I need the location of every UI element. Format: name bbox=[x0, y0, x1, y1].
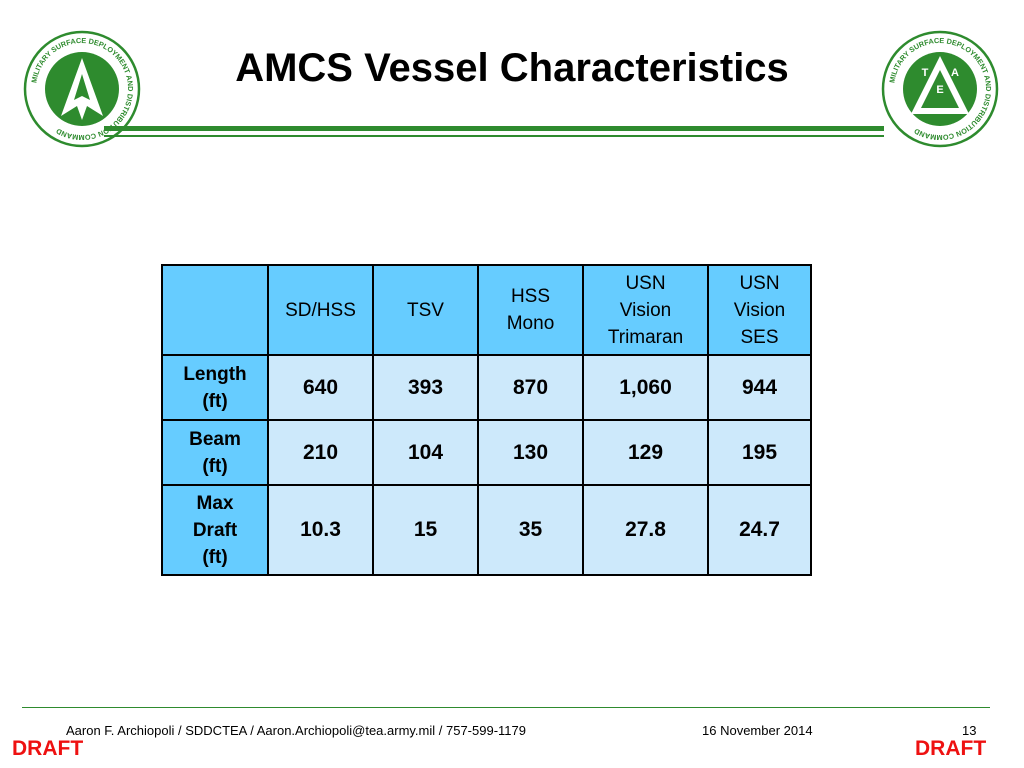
sddc-logo: MILITARY SURFACE DEPLOYMENT AND DISTRIBU… bbox=[23, 30, 141, 148]
vessel-characteristics-table: SD/HSS TSV HSS Mono USN Vision Trimaran USN… bbox=[161, 264, 812, 576]
table-cell: 10.3 bbox=[267, 484, 374, 576]
row-label: Length (ft) bbox=[161, 354, 269, 421]
slide-title: AMCS Vessel Characteristics bbox=[235, 46, 789, 90]
table-row: Length (ft) 640 393 870 1,060 944 bbox=[161, 354, 812, 421]
table-cell: 27.8 bbox=[582, 484, 709, 576]
table-cell: 24.7 bbox=[707, 484, 812, 576]
table-row: Beam (ft) 210 104 130 129 195 bbox=[161, 419, 812, 486]
table-header-row: SD/HSS TSV HSS Mono USN Vision Trimaran USN… bbox=[161, 264, 812, 356]
title-divider bbox=[104, 126, 884, 131]
footer-divider bbox=[22, 707, 990, 708]
tea-emblem-icon: MILITARY SURFACE DEPLOYMENT AND DISTRIBU… bbox=[881, 30, 999, 148]
svg-text:E: E bbox=[936, 84, 943, 96]
column-header: SD/HSS bbox=[267, 264, 374, 356]
table-cell: 130 bbox=[477, 419, 584, 486]
table-cell: 129 bbox=[582, 419, 709, 486]
table-cell: 1,060 bbox=[582, 354, 709, 421]
table-row: Max Draft (ft) 10.3 15 35 27.8 24.7 bbox=[161, 484, 812, 576]
table-cell: 393 bbox=[372, 354, 479, 421]
column-header: USN Vision Trimaran bbox=[582, 264, 709, 356]
table-cell: 15 bbox=[372, 484, 479, 576]
draft-label-left: DRAFT bbox=[12, 737, 84, 760]
table-cell: 35 bbox=[477, 484, 584, 576]
column-header: TSV bbox=[372, 264, 479, 356]
row-label: Beam (ft) bbox=[161, 419, 269, 486]
column-header: USN Vision SES bbox=[707, 264, 812, 356]
svg-text:A: A bbox=[951, 67, 959, 79]
sddc-emblem-icon: MILITARY SURFACE DEPLOYMENT AND DISTRIBU… bbox=[23, 30, 141, 148]
table-cell: 944 bbox=[707, 354, 812, 421]
row-label: Max Draft (ft) bbox=[161, 484, 269, 576]
title-divider-thin bbox=[104, 135, 884, 137]
table-cell: 195 bbox=[707, 419, 812, 486]
table-corner-cell bbox=[161, 264, 269, 356]
table-cell: 870 bbox=[477, 354, 584, 421]
svg-text:T: T bbox=[922, 67, 929, 79]
table-cell: 104 bbox=[372, 419, 479, 486]
table-cell: 640 bbox=[267, 354, 374, 421]
table-cell: 210 bbox=[267, 419, 374, 486]
page-number: 13 bbox=[962, 723, 977, 738]
column-header: HSS Mono bbox=[477, 264, 584, 356]
footer-author: Aaron F. Archiopoli / SDDCTEA / Aaron.Ar… bbox=[66, 723, 526, 738]
tea-logo: MILITARY SURFACE DEPLOYMENT AND DISTRIBU… bbox=[881, 30, 999, 148]
footer-date: 16 November 2014 bbox=[702, 723, 813, 738]
draft-label-right: DRAFT bbox=[915, 737, 987, 760]
